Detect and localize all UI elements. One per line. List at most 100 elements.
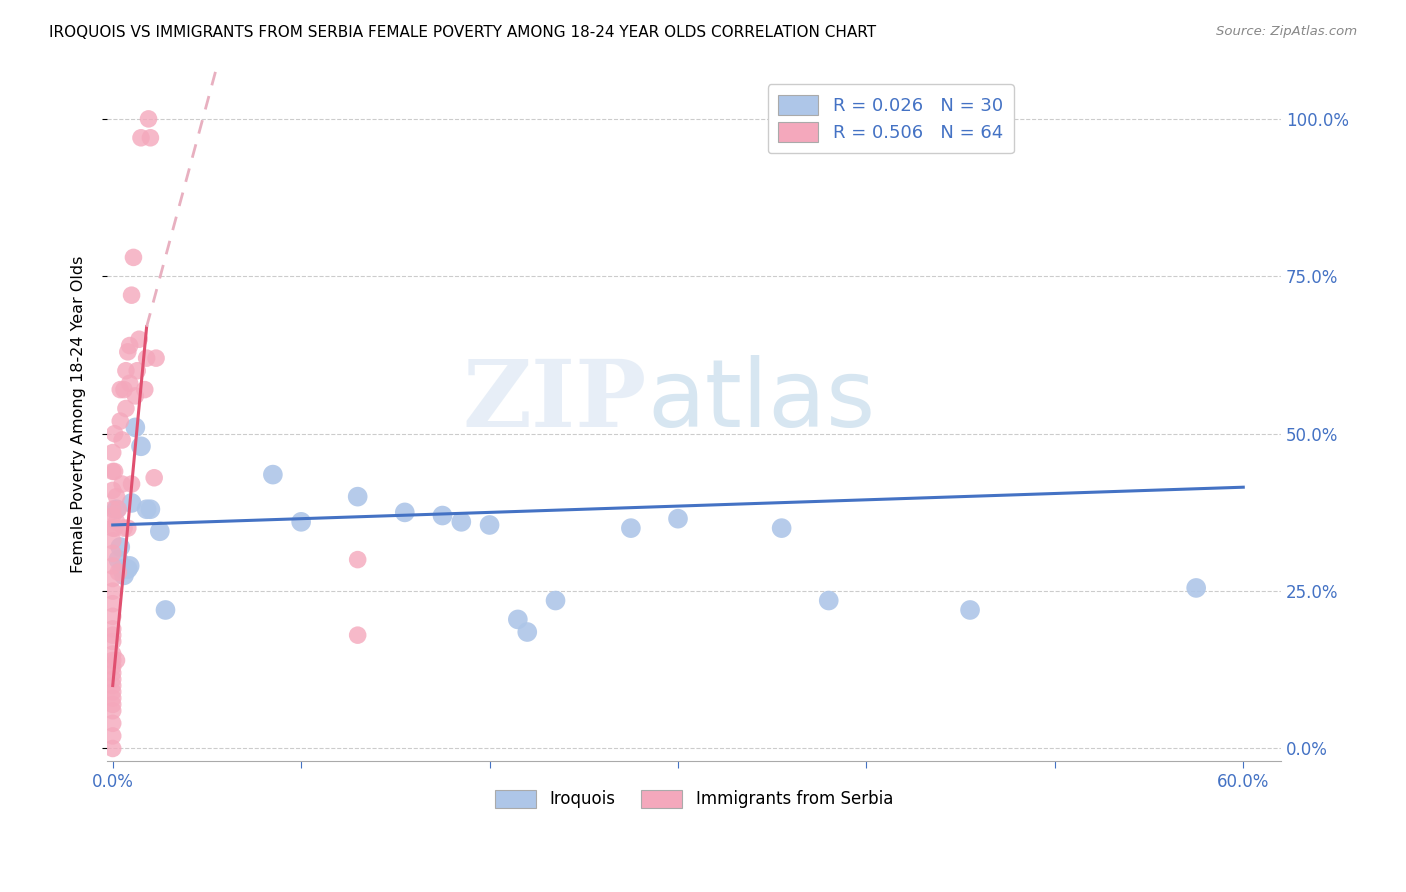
Point: [107, 552, 129, 566]
Point: [104, 426, 127, 441]
Point: [101, 704, 124, 718]
Point: [516, 625, 538, 640]
Point: [666, 511, 689, 525]
Point: [101, 502, 124, 516]
Point: [101, 672, 124, 686]
Point: [101, 716, 124, 731]
Point: [149, 524, 172, 539]
Point: [110, 540, 132, 554]
Point: [112, 521, 135, 535]
Point: [121, 496, 143, 510]
Point: [101, 609, 124, 624]
Point: [118, 338, 141, 352]
Point: [104, 465, 127, 479]
Point: [101, 729, 124, 743]
Legend: Iroquois, Immigrants from Serbia: Iroquois, Immigrants from Serbia: [488, 783, 900, 815]
Point: [112, 383, 135, 397]
Point: [101, 665, 124, 680]
Point: [101, 558, 124, 573]
Point: [101, 659, 124, 673]
Point: [262, 467, 284, 482]
Point: [101, 584, 124, 599]
Point: [346, 628, 368, 642]
Point: [770, 521, 793, 535]
Point: [290, 515, 312, 529]
Point: [101, 679, 124, 693]
Point: [111, 433, 134, 447]
Point: [620, 521, 643, 535]
Point: [394, 505, 416, 519]
Point: [128, 332, 150, 346]
Point: [506, 612, 529, 626]
Point: [478, 518, 501, 533]
Point: [111, 477, 134, 491]
Text: Source: ZipAtlas.com: Source: ZipAtlas.com: [1216, 25, 1357, 38]
Point: [127, 364, 149, 378]
Point: [101, 546, 124, 560]
Point: [139, 130, 162, 145]
Point: [104, 521, 127, 535]
Point: [117, 344, 139, 359]
Point: [101, 572, 124, 586]
Point: [135, 502, 157, 516]
Point: [817, 593, 839, 607]
Point: [115, 364, 138, 378]
Point: [346, 552, 368, 566]
Point: [129, 130, 152, 145]
Point: [101, 597, 124, 611]
Point: [101, 521, 124, 535]
Point: [117, 562, 139, 576]
Point: [129, 439, 152, 453]
Point: [110, 383, 132, 397]
Point: [134, 383, 156, 397]
Point: [111, 562, 134, 576]
Point: [121, 477, 143, 491]
Point: [544, 593, 567, 607]
Point: [1185, 581, 1208, 595]
Point: [118, 376, 141, 391]
Point: [101, 483, 124, 498]
Point: [101, 741, 124, 756]
Point: [105, 490, 128, 504]
Point: [450, 515, 472, 529]
Point: [101, 465, 124, 479]
Point: [101, 691, 124, 706]
Point: [145, 351, 167, 365]
Point: [101, 653, 124, 667]
Point: [107, 565, 129, 579]
Point: [139, 502, 162, 516]
Point: [432, 508, 454, 523]
Point: [143, 471, 166, 485]
Point: [959, 603, 981, 617]
Point: [101, 628, 124, 642]
Point: [135, 351, 157, 365]
Point: [101, 634, 124, 648]
Point: [105, 653, 128, 667]
Point: [105, 502, 128, 516]
Text: IROQUOIS VS IMMIGRANTS FROM SERBIA FEMALE POVERTY AMONG 18-24 YEAR OLDS CORRELAT: IROQUOIS VS IMMIGRANTS FROM SERBIA FEMAL…: [49, 25, 876, 40]
Point: [101, 445, 124, 459]
Point: [124, 420, 146, 434]
Text: ZIP: ZIP: [463, 356, 647, 446]
Text: atlas: atlas: [647, 355, 876, 447]
Point: [117, 521, 139, 535]
Y-axis label: Female Poverty Among 18-24 Year Olds: Female Poverty Among 18-24 Year Olds: [72, 256, 86, 574]
Point: [122, 251, 145, 265]
Point: [101, 508, 124, 523]
Point: [101, 698, 124, 712]
Point: [155, 603, 177, 617]
Point: [107, 502, 129, 516]
Point: [105, 515, 128, 529]
Point: [138, 112, 160, 126]
Point: [101, 533, 124, 548]
Point: [101, 685, 124, 699]
Point: [124, 389, 146, 403]
Point: [115, 401, 138, 416]
Point: [346, 490, 368, 504]
Point: [118, 558, 141, 573]
Point: [121, 288, 143, 302]
Point: [110, 414, 132, 428]
Point: [101, 622, 124, 636]
Point: [112, 568, 135, 582]
Point: [101, 647, 124, 661]
